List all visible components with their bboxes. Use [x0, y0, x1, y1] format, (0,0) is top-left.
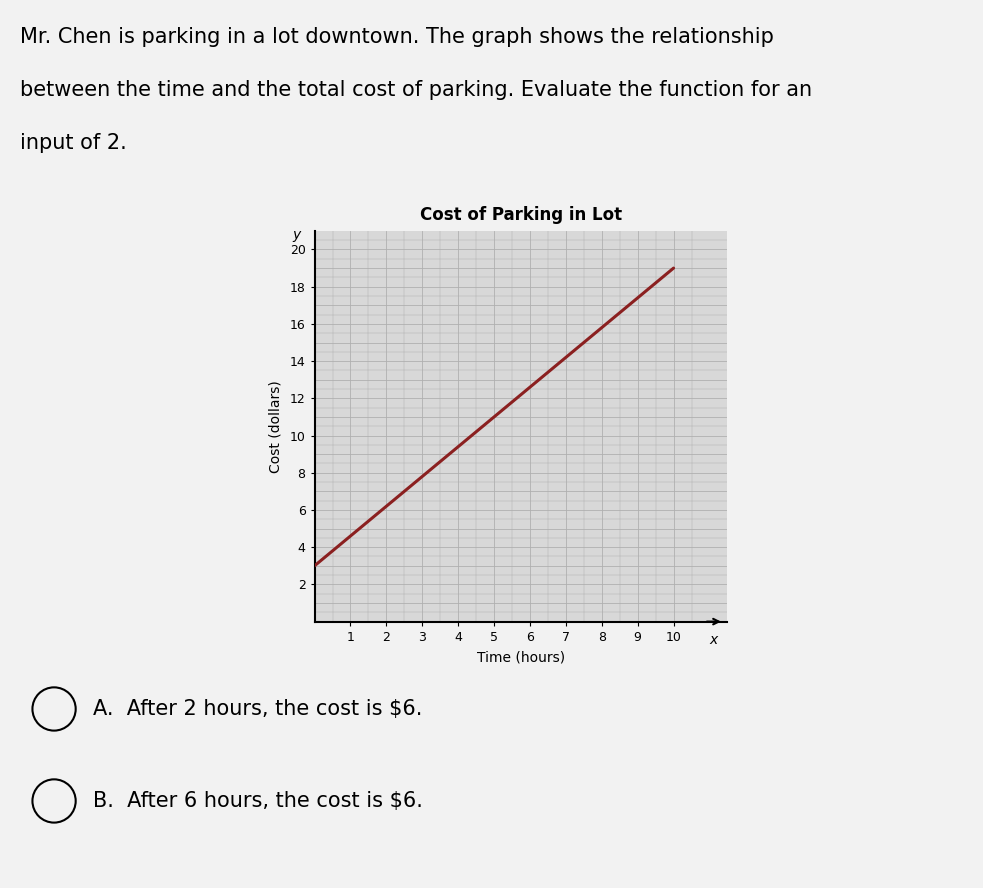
Text: input of 2.: input of 2. [20, 133, 127, 154]
X-axis label: Time (hours): Time (hours) [477, 651, 565, 664]
Text: A.  After 2 hours, the cost is $6.: A. After 2 hours, the cost is $6. [93, 699, 423, 719]
Text: y: y [293, 227, 301, 242]
Text: B.  After 6 hours, the cost is $6.: B. After 6 hours, the cost is $6. [93, 791, 424, 811]
Text: x: x [709, 633, 718, 647]
Title: Cost of Parking in Lot: Cost of Parking in Lot [420, 206, 622, 224]
Text: between the time and the total cost of parking. Evaluate the function for an: between the time and the total cost of p… [20, 80, 812, 100]
Text: Mr. Chen is parking in a lot downtown. The graph shows the relationship: Mr. Chen is parking in a lot downtown. T… [20, 27, 774, 47]
Y-axis label: Cost (dollars): Cost (dollars) [268, 380, 283, 472]
